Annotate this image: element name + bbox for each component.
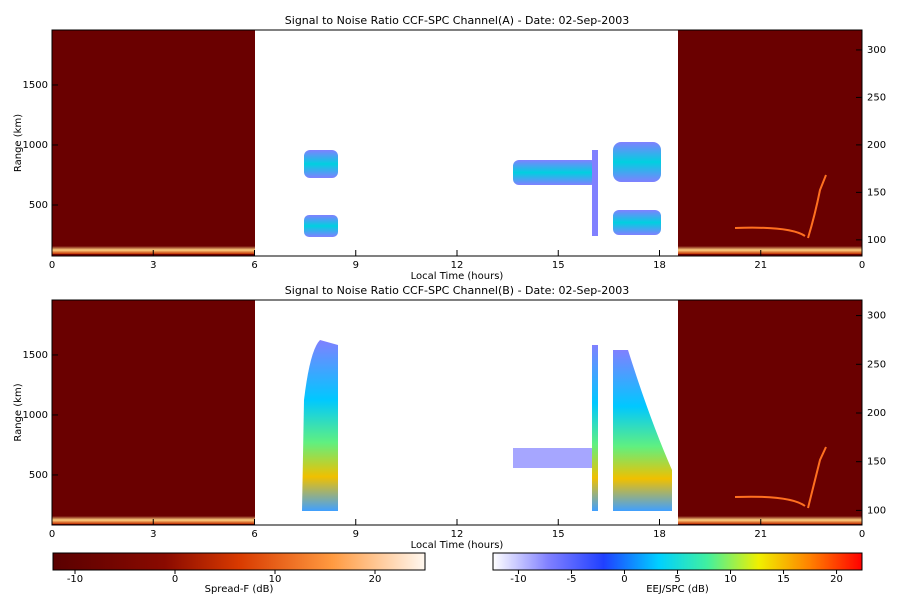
x-tick-label: 9: [353, 529, 359, 540]
x-tick-label: 0: [49, 260, 55, 271]
colorbar-label: EEJ/SPC (dB): [646, 584, 709, 595]
x-tick-label: 9: [353, 260, 359, 271]
y2-tick-label: 100: [867, 235, 886, 246]
colorbar-tick-label: 0: [621, 574, 627, 585]
colorbar-tick-label: 10: [269, 574, 282, 585]
colorbar-spread-f: [52, 552, 426, 571]
x-tick-label: 21: [754, 529, 767, 540]
panel-a-image: [52, 30, 862, 256]
x-tick-label: 0: [49, 529, 55, 540]
x-tick-label: 0: [859, 260, 865, 271]
colorbar-tick-label: -10: [510, 574, 526, 585]
colorbar-label: Spread-F (dB): [205, 584, 274, 595]
x-axis-label: Local Time (hours): [411, 271, 504, 282]
y-tick-label: 1500: [23, 350, 48, 361]
x-tick-label: 6: [251, 529, 257, 540]
y2-tick-label: 250: [867, 359, 886, 370]
colorbar-tick-label: 20: [369, 574, 382, 585]
x-tick-label: 15: [552, 529, 565, 540]
colorbar-tick-label: -10: [67, 574, 83, 585]
x-tick-label: 15: [552, 260, 565, 271]
colorbar-tick-label: -5: [566, 574, 576, 585]
colorbar-tick-label: 10: [724, 574, 737, 585]
x-tick-label: 3: [150, 529, 156, 540]
colorbar-eej: [492, 552, 863, 571]
x-tick-label: 18: [653, 529, 666, 540]
colorbar-tick-label: 15: [777, 574, 790, 585]
y2-tick-label: 250: [867, 92, 886, 103]
x-tick-label: 18: [653, 260, 666, 271]
colorbar-tick-label: 0: [172, 574, 178, 585]
x-tick-label: 0: [859, 529, 865, 540]
x-tick-label: 12: [451, 529, 464, 540]
y2-tick-label: 200: [867, 140, 886, 151]
y-axis-label: Range (km): [13, 114, 24, 172]
y2-tick-label: 150: [867, 457, 886, 468]
y-axis-label: Range (km): [13, 383, 24, 441]
y2-tick-label: 300: [867, 311, 886, 322]
chart-title: Signal to Noise Ratio CCF-SPC Channel(B)…: [285, 284, 629, 297]
y-tick-label: 500: [29, 200, 48, 211]
y-tick-label: 1000: [23, 140, 48, 151]
colorbar-tick-label: 5: [674, 574, 680, 585]
y2-tick-label: 200: [867, 408, 886, 419]
colorbar-tick-label: 20: [830, 574, 843, 585]
y-tick-label: 500: [29, 470, 48, 481]
chart-title: Signal to Noise Ratio CCF-SPC Channel(A)…: [285, 14, 629, 27]
x-tick-label: 21: [754, 260, 767, 271]
x-tick-label: 12: [451, 260, 464, 271]
y-tick-label: 1500: [23, 80, 48, 91]
panel-b-image: [52, 300, 862, 525]
x-tick-label: 6: [251, 260, 257, 271]
y2-tick-label: 150: [867, 187, 886, 198]
y2-tick-label: 300: [867, 45, 886, 56]
x-tick-label: 3: [150, 260, 156, 271]
x-axis-label: Local Time (hours): [411, 540, 504, 551]
y-tick-label: 1000: [23, 410, 48, 421]
y2-tick-label: 100: [867, 505, 886, 516]
